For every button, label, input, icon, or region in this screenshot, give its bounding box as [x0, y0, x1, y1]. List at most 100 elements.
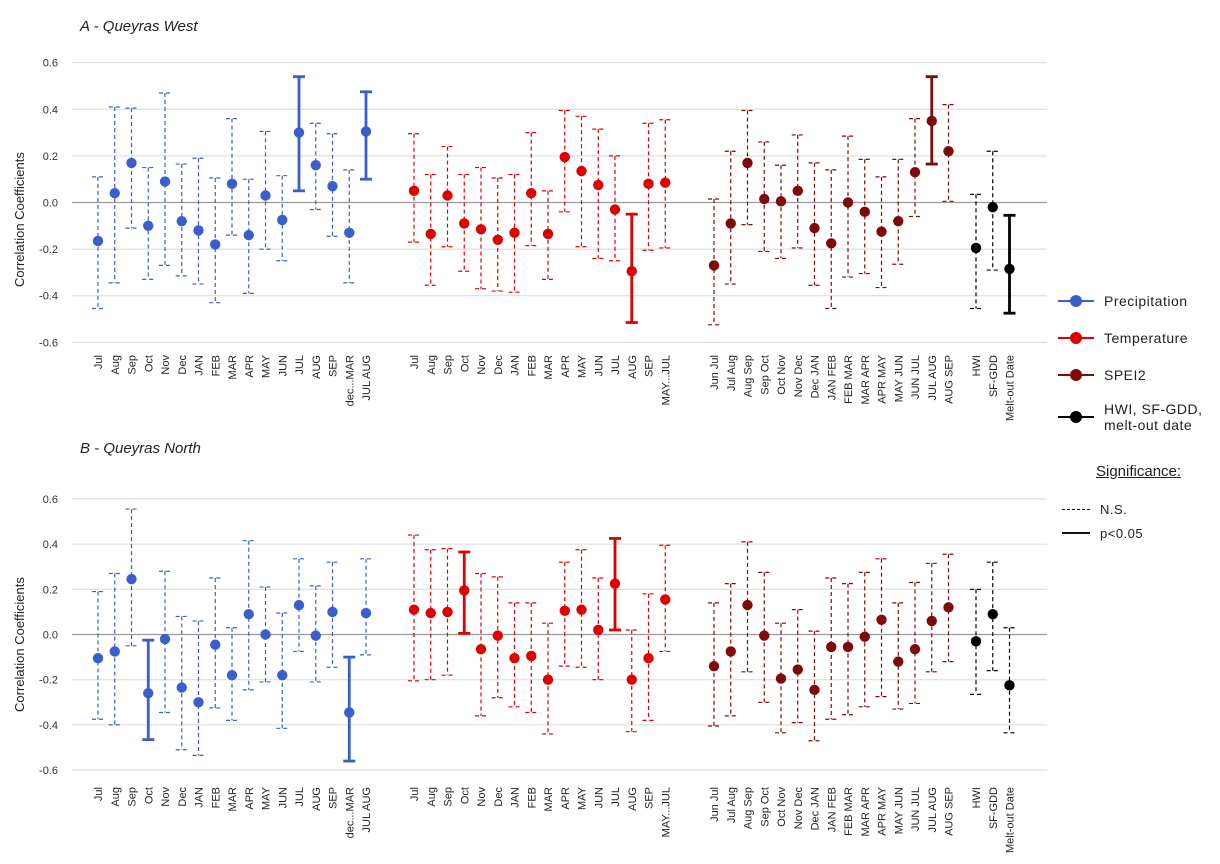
significance-item-sig: p<0.05 — [1062, 524, 1143, 542]
panel-b-data-point — [176, 682, 187, 693]
panel-b-x-tick-label: SEP — [644, 787, 656, 809]
panel-a-x-tick-label: JAN — [194, 355, 206, 376]
panel-a-data-point — [809, 222, 820, 234]
panel-b-x-tick-label: AUG — [627, 787, 639, 811]
panel-b-data-point — [526, 650, 537, 662]
panel-a-x-tick-label: JUL — [294, 355, 306, 375]
panel-a-x-tick-label: JUL — [610, 355, 622, 375]
panel-b-data-point — [260, 629, 271, 640]
panel-a-x-tick-label: Dec JAN — [810, 355, 822, 398]
panel-a-x-tick-label: MAR — [227, 355, 239, 380]
panel-b-y-tick-label: -0.4 — [39, 720, 58, 732]
panel-b-data-point — [859, 631, 870, 642]
significance-label-sig: p<0.05 — [1100, 525, 1144, 541]
panel-a-data-point — [475, 224, 487, 235]
panel-a-x-tick-label: Oct Nov — [776, 355, 788, 395]
panel-a-data-point — [176, 215, 187, 227]
panel-b-x-tick-label: FEB — [210, 787, 222, 808]
panel-b-x-tick-label: Jul — [93, 787, 105, 801]
panel-a-x-tick-label: Aug Sep — [743, 355, 755, 397]
panel-a-x-tick-label: AUG — [311, 355, 323, 379]
panel-b-x-tick-label: JUL — [294, 787, 306, 807]
panel-b-x-tick-label: MAY — [261, 786, 273, 810]
legend-label-temperature: Temperature — [1104, 330, 1189, 346]
panel-b-x-tick-label: APR — [244, 787, 256, 810]
panel-a-x-tick-label: SF-GDD — [988, 355, 1000, 397]
panel-a-data-point — [842, 197, 854, 208]
panel-a-data-point — [159, 176, 171, 187]
panel-a-data-point — [260, 190, 271, 201]
panel-b-x-tick-label: Oct Nov — [776, 787, 788, 827]
panel-a-data-point — [442, 190, 453, 201]
panel-a-x-tick-label: JUL AUG — [927, 355, 939, 400]
panel-b-x-tick-label: Melt-out Date — [1005, 787, 1017, 853]
panel-b-data-point — [742, 599, 753, 611]
panel-b-data-point — [293, 599, 305, 611]
panel-a-data-point — [210, 239, 221, 250]
panel-b-data-point — [759, 630, 770, 641]
panel-b-x-tick-label: MAY...JUL — [660, 787, 672, 837]
panel-a-x-tick-label: SEP — [328, 355, 340, 377]
panel-b-x-tick-label: Aug Sep — [743, 787, 755, 829]
panel-b-data-point — [725, 646, 736, 657]
panel-a-x-tick-label: JUL AUG — [361, 355, 373, 400]
panel-a-x-tick-label: Jul — [93, 355, 105, 369]
panel-a-x-tick-label: JUN — [593, 355, 605, 376]
panel-b-x-tick-label: Sep Oct — [759, 787, 771, 827]
panel-b-data-point — [1004, 680, 1015, 691]
panel-a-x-tick-label: dec...MAR — [344, 355, 356, 406]
panel-b-data-point — [442, 606, 453, 618]
panel-b-x-tick-label: AUG SEP — [944, 787, 956, 836]
panel-b-data-point — [360, 607, 372, 619]
panel-a-data-point — [1004, 263, 1015, 275]
panel-b-data-point — [559, 605, 570, 616]
panel-b-data-point — [775, 673, 787, 684]
panel-b-data-point — [327, 606, 338, 618]
panel-b-x-tick-label: Jul — [409, 787, 421, 801]
panel-b-y-tick-label: -0.2 — [39, 675, 58, 687]
panel-b-x-tick-label: JAN — [194, 787, 206, 808]
panel-a-x-tick-label: JUN JUL — [910, 355, 922, 399]
panel-a-x-tick-label: FEB — [526, 355, 538, 376]
panel-a-data-point — [708, 260, 720, 271]
panel-a-data-point — [143, 220, 154, 231]
panel-b-x-tick-label: Oct — [459, 787, 471, 804]
panel-a-x-tick-label: AUG SEP — [944, 355, 956, 404]
panel-b-data-point — [970, 636, 982, 647]
panel-a-data-point — [293, 127, 305, 138]
panel-a-x-tick-label: Melt-out Date — [1005, 355, 1017, 421]
legend-item-precipitation: Precipitation — [1058, 290, 1188, 312]
panel-b-x-tick-label: JUL AUG — [927, 787, 939, 832]
panel-b-data-point — [593, 624, 604, 636]
panel-b-data-point — [143, 688, 154, 699]
solid-line-sample — [1062, 532, 1090, 534]
panel-b-data-point — [842, 641, 854, 653]
panel-a-x-tick-label: Sep — [443, 355, 455, 375]
panel-a-x-tick-label: MAY — [577, 354, 589, 378]
panel-a-data-point — [559, 151, 570, 163]
panel-b-data-point — [243, 608, 254, 620]
panel-a-x-tick-label: JAN — [510, 355, 522, 376]
panel-a-data-point — [542, 228, 554, 240]
panel-a-x-tick-label: MAY...JUL — [660, 355, 672, 405]
panel-a-data-point — [826, 238, 837, 249]
panel-b-data-point — [708, 660, 720, 672]
panel-b-x-tick-label: FEB MAR — [843, 787, 855, 836]
panel-a-x-tick-label: Sep — [127, 355, 139, 375]
panel-b-data-point — [542, 674, 554, 685]
panel-a-data-point — [759, 193, 770, 205]
panel-b-data-point — [459, 585, 470, 596]
panel-b-x-tick-label: Sep — [127, 787, 139, 807]
legend-label-precipitation: Precipitation — [1104, 293, 1188, 309]
panel-b-data-point — [509, 653, 520, 664]
panel-a-x-tick-label: APR MAY — [877, 354, 889, 403]
panel-a-data-point — [987, 201, 998, 213]
panel-a-data-point — [243, 229, 254, 241]
panel-b-y-axis-label: Correlation Coefficients — [12, 577, 27, 712]
panel-b-data-point — [425, 607, 436, 619]
panel-b-data-point — [109, 646, 120, 657]
panel-a-data-point — [660, 177, 671, 188]
panel-b-data-point — [876, 614, 887, 626]
panel-a-data-point — [408, 185, 420, 197]
panel-b-title: B - Queyras North — [80, 440, 201, 457]
